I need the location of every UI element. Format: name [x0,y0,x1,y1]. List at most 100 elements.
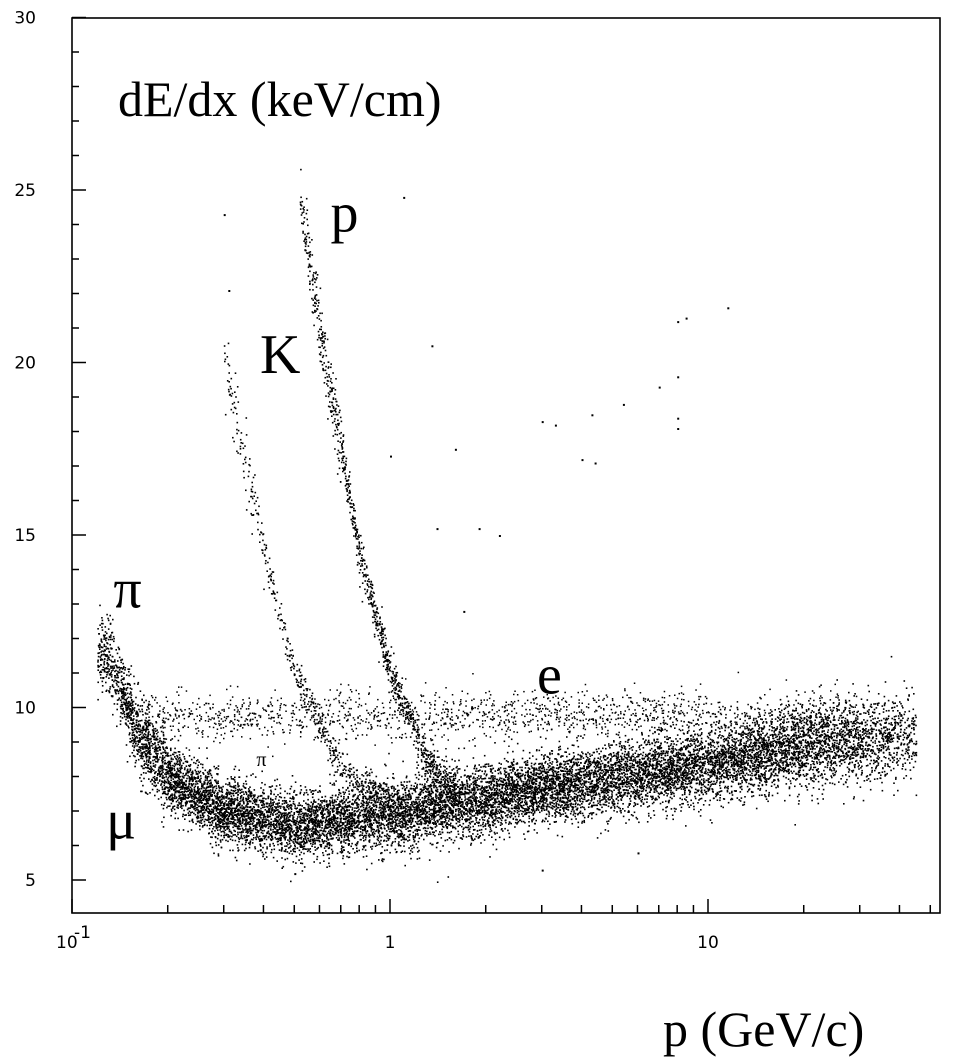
scatter-point-pi [859,734,862,736]
scatter-point-pi [707,773,709,776]
scatter-point-pi [356,804,358,807]
scatter-point-pi [720,775,723,777]
scatter-point-pi [855,717,857,719]
scatter-point-pi [141,710,144,713]
scatter-point-pi [543,758,545,760]
scatter-point-pi [587,815,590,817]
scatter-point-pi [773,783,776,786]
scatter-point-pi [519,809,522,812]
scatter-point-pi [565,806,567,809]
scatter-point-pi [648,780,650,783]
scatter-point-pi [855,737,858,739]
scatter-point-pi [788,714,791,717]
scatter-point-pi [230,798,233,801]
scatter-point-pi [133,708,135,710]
scatter-point-pi [189,764,192,766]
scatter-point-pi [488,817,490,819]
scatter-point-pi [516,798,518,801]
scatter-point-pi [774,747,776,749]
scatter-point-pi [489,856,491,858]
scatter-point-pi [743,752,745,754]
scatter-point-pi [402,760,404,763]
scatter-point-pi [774,758,777,760]
scatter-point-pi [871,769,873,772]
scatter-point-pi [129,693,131,695]
scatter-point-pi [293,803,296,806]
scatter-point-pi [780,766,782,769]
scatter-point-pi [735,741,737,743]
scatter-point-pi [219,801,222,803]
scatter-point-pi [461,825,463,828]
scatter-point-pi [203,820,206,823]
scatter-point-pi [228,820,231,823]
scatter-point-pi [554,781,557,783]
scatter-point-pi [515,763,518,765]
scatter-point-pi [639,748,641,751]
scatter-point-pi [834,739,836,742]
scatter-point-pi [447,804,449,807]
scatter-point-pi [132,731,135,734]
scatter-point-pi [483,798,486,801]
scatter-point-pi [676,779,679,781]
scatter-point-pi [178,801,180,804]
scatter-point-pi [828,739,830,741]
scatter-point-pi [254,828,257,831]
scatter-point-pi [575,786,577,789]
scatter-point-pi [723,772,725,774]
scatter-point-pi [150,767,153,769]
scatter-point-pi [604,766,607,768]
scatter-point-pi [407,823,409,826]
scatter-point-pi [681,786,684,788]
scatter-point-pi [274,806,276,808]
scatter-point-pi [674,727,676,729]
scatter-point-pi [499,809,502,812]
scatter-point-pi [481,790,484,792]
scatter-point-pi [527,811,530,814]
scatter-point-pi [250,829,252,832]
scatter-point-pi [428,813,430,816]
scatter-point-pi [589,755,592,757]
scatter-point-pi [251,802,254,805]
scatter-point-pi [254,800,257,802]
scatter-point-pi [458,799,460,801]
scatter-point-pi [636,756,638,758]
scatter-point-pi [598,761,601,764]
scatter-point-pi [873,708,876,711]
scatter-point-pi [147,731,150,734]
scatter-point-pi [212,828,214,830]
scatter-point-pi [356,826,359,829]
scatter-point-pi [584,774,586,777]
scatter-point-pi [844,699,847,702]
scatter-point-pi [752,735,755,737]
scatter-point-pi [588,812,591,815]
scatter-point-pi [854,734,856,736]
scatter-point-pi [854,719,857,721]
scatter-point-pi [434,801,436,804]
scatter-point-pi [393,790,395,792]
scatter-point-pi [655,772,658,775]
scatter-point-pi [524,777,526,779]
scatter-point-pi [508,777,510,779]
scatter-point-pi [670,740,673,742]
scatter-point-pi [439,817,442,820]
scatter-point-pi [805,710,808,713]
scatter-point-pi [161,764,164,767]
scatter-point-pi [531,810,534,812]
scatter-point-pi [712,757,714,760]
scatter-point-pi [749,779,752,781]
scatter-point-pi [490,770,492,773]
scatter-point-pi [760,718,762,720]
scatter-point-pi [507,761,509,763]
scatter-point-pi [548,757,551,760]
scatter-point-pi [120,688,122,690]
scatter-point-pi [538,789,541,791]
scatter-point-pi [510,811,513,813]
scatter-point-pi [779,728,781,731]
scatter-point-pi [545,737,547,740]
scatter-point-pi [244,818,247,820]
scatter-point-pi [653,788,655,790]
scatter-point-pi [570,774,573,777]
scatter-point-pi [689,740,691,742]
scatter-point-pi [504,827,506,830]
scatter-point-pi [125,706,127,708]
